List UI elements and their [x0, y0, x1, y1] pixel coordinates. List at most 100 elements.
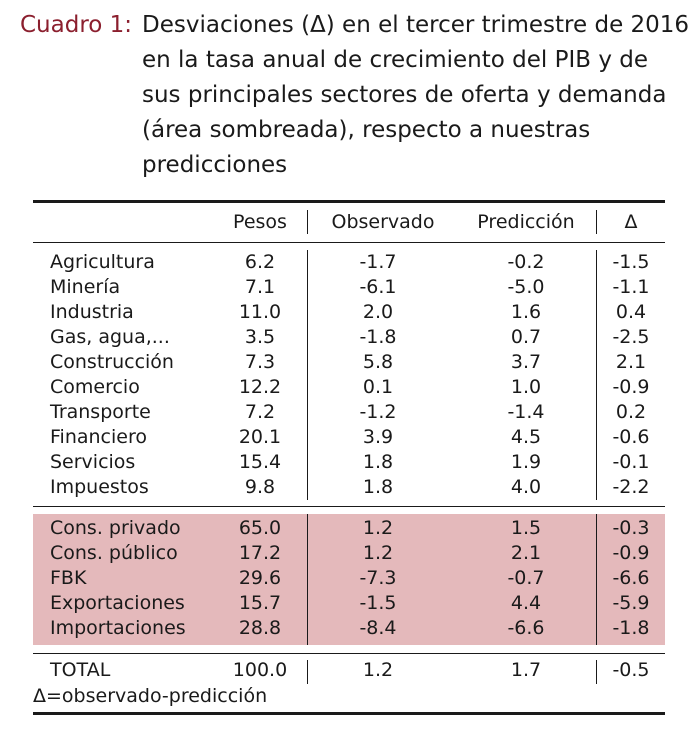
row-name: Minería [50, 276, 121, 298]
row-name: Transporte [50, 401, 151, 423]
column-divider [307, 660, 308, 684]
column-divider [596, 660, 597, 684]
row-pesos: 7.2 [244, 401, 276, 423]
table-row: Transporte 7.2 -1.2 -1.4 0.2 [0, 400, 698, 425]
row-delta: -6.6 [612, 567, 650, 589]
row-name: Agricultura [50, 251, 155, 273]
row-delta: -0.9 [612, 376, 650, 398]
caption-label: Cuadro 1: [20, 12, 133, 38]
table-row: Minería 7.1 -6.1 -5.0 -1.1 [0, 275, 698, 300]
row-prediccion: -0.2 [507, 251, 545, 273]
row-delta: -5.9 [612, 592, 650, 614]
row-observado: 1.2 [362, 542, 394, 564]
row-prediccion: -5.0 [507, 276, 545, 298]
row-pesos: 9.8 [244, 476, 276, 498]
total-delta: -0.5 [612, 659, 650, 681]
row-observado: -6.1 [359, 276, 397, 298]
row-observado: -1.5 [359, 592, 397, 614]
row-pesos: 65.0 [238, 517, 282, 539]
row-observado: -1.8 [359, 326, 397, 348]
row-observado: 0.1 [362, 376, 394, 398]
table-row: Comercio 12.2 0.1 1.0 -0.9 [0, 375, 698, 400]
row-pesos: 11.0 [238, 301, 282, 323]
row-observado: -1.2 [359, 401, 397, 423]
row-delta: -2.2 [612, 476, 650, 498]
table-row: Construcción 7.3 5.8 3.7 2.1 [0, 350, 698, 375]
table-note: Δ=observado-predicción [33, 685, 268, 707]
row-pesos: 7.1 [244, 276, 276, 298]
row-prediccion: 1.0 [510, 376, 542, 398]
row-prediccion: 4.0 [510, 476, 542, 498]
caption-text: Desviaciones (Δ) en el tercer trimestre … [142, 12, 690, 178]
table-bottom-rule [33, 712, 665, 715]
row-observado: -8.4 [359, 617, 397, 639]
row-name: Importaciones [50, 617, 186, 639]
row-pesos: 15.7 [238, 592, 282, 614]
row-name: Industria [50, 301, 134, 323]
row-name: Impuestos [50, 476, 149, 498]
row-pesos: 29.6 [238, 567, 282, 589]
table-row: Servicios 15.4 1.8 1.9 -0.1 [0, 450, 698, 475]
row-name: Comercio [50, 376, 140, 398]
row-prediccion: -1.4 [507, 401, 545, 423]
table-row: Industria 11.0 2.0 1.6 0.4 [0, 300, 698, 325]
row-prediccion: 1.6 [510, 301, 542, 323]
row-observado: 3.9 [362, 426, 394, 448]
header-observado: Observado [331, 211, 435, 233]
table-row: Importaciones 28.8 -8.4 -6.6 -1.8 [0, 616, 698, 641]
row-observado: 1.8 [362, 476, 394, 498]
row-name: Exportaciones [50, 592, 185, 614]
column-divider [596, 250, 597, 500]
row-delta: -1.5 [612, 251, 650, 273]
row-observado: 5.8 [362, 351, 394, 373]
row-delta: -0.1 [612, 451, 650, 473]
row-pesos: 7.3 [244, 351, 276, 373]
row-name: Servicios [50, 451, 136, 473]
section-rule [33, 506, 665, 507]
row-name: Cons. privado [50, 517, 181, 539]
row-delta: -1.1 [612, 276, 650, 298]
row-delta: 2.1 [615, 351, 647, 373]
row-delta: -0.9 [612, 542, 650, 564]
header-rule [33, 242, 665, 243]
row-delta: -1.8 [612, 617, 650, 639]
row-observado: -7.3 [359, 567, 397, 589]
table-row: Agricultura 6.2 -1.7 -0.2 -1.5 [0, 250, 698, 275]
column-divider [307, 250, 308, 500]
row-prediccion: 3.7 [510, 351, 542, 373]
row-prediccion: -0.7 [507, 567, 545, 589]
row-delta: -0.6 [612, 426, 650, 448]
column-divider [596, 210, 597, 234]
table-row: FBK 29.6 -7.3 -0.7 -6.6 [0, 566, 698, 591]
row-observado: 2.0 [362, 301, 394, 323]
row-prediccion: 1.5 [510, 517, 542, 539]
row-delta: 0.2 [615, 401, 647, 423]
column-divider [307, 210, 308, 234]
row-pesos: 15.4 [238, 451, 282, 473]
total-rule [33, 653, 665, 654]
row-pesos: 17.2 [238, 542, 282, 564]
total-observado: 1.2 [362, 659, 394, 681]
table-row: Cons. público 17.2 1.2 2.1 -0.9 [0, 541, 698, 566]
row-name: FBK [50, 567, 87, 589]
row-delta: -0.3 [612, 517, 650, 539]
row-pesos: 20.1 [238, 426, 282, 448]
row-prediccion: 2.1 [510, 542, 542, 564]
total-row: TOTAL 100.0 1.2 1.7 -0.5 [0, 658, 698, 683]
column-divider [307, 514, 308, 645]
header-prediccion: Predicción [477, 211, 575, 233]
total-prediccion: 1.7 [510, 659, 542, 681]
total-name: TOTAL [50, 659, 111, 681]
row-prediccion: -6.6 [507, 617, 545, 639]
row-prediccion: 4.5 [510, 426, 542, 448]
row-prediccion: 0.7 [510, 326, 542, 348]
table-row: Cons. privado 65.0 1.2 1.5 -0.3 [0, 516, 698, 541]
row-pesos: 6.2 [244, 251, 276, 273]
row-delta: -2.5 [612, 326, 650, 348]
row-pesos: 28.8 [238, 617, 282, 639]
row-pesos: 12.2 [238, 376, 282, 398]
header-pesos: Pesos [233, 211, 287, 233]
row-observado: 1.2 [362, 517, 394, 539]
row-prediccion: 4.4 [510, 592, 542, 614]
row-name: Financiero [50, 426, 147, 448]
